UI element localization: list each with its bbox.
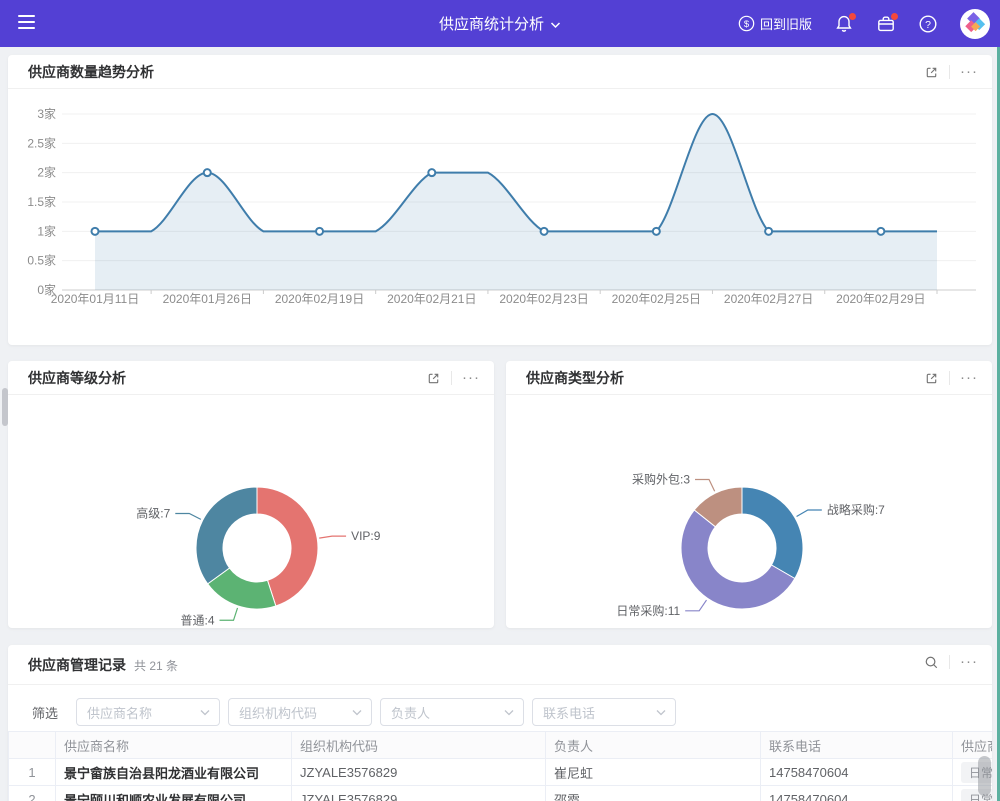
divider [949,371,950,385]
table-header-cell: 负责人 [545,731,761,759]
right-edge-strip [997,47,1000,801]
more-menu-icon[interactable]: ··· [462,369,480,386]
svg-text:2.5家: 2.5家 [27,135,56,150]
records-card: 供应商管理记录共 21 条 ··· 筛选 供应商名称 组织机构代码 负责人 联系… [8,645,992,801]
svg-text:战略采购:7: 战略采购:7 [827,502,885,517]
records-card-title: 供应商管理记录共 21 条 [28,657,179,673]
table-cell: 14758470604 [760,785,953,801]
page-title: 供应商统计分析 [438,16,544,33]
more-menu-icon[interactable]: ··· [960,369,978,386]
svg-text:2020年02月19日: 2020年02月19日 [275,292,364,306]
chevron-down-icon [200,710,210,716]
table-header-cell: 组织机构代码 [291,731,546,759]
table-cell: 景宁畲族自治县阳龙酒业有限公司 [55,758,292,786]
level-analysis-card: 供应商等级分析 ··· VIP:9 普通:4 高级:7 [8,361,494,628]
filter-bar: 筛选 供应商名称 组织机构代码 负责人 联系电话 [8,693,992,731]
trend-card-title: 供应商数量趋势分析 [28,64,154,80]
page-title-dropdown[interactable]: 供应商统计分析 [0,13,1000,34]
trend-line-chart[interactable]: 0家 0.5家 1家 1.5家 2家 2.5家 3家 2020年01月11日 2020年01月2… [8,89,992,345]
filter-phone-select[interactable]: 联系电话 [532,698,677,726]
filter-label: 筛选 [32,705,59,721]
table-cell: 2 [8,785,56,801]
open-external-icon[interactable] [924,371,939,386]
workbench-badge [891,12,898,20]
type-analysis-card: 供应商类型分析 ··· 战略采购:7 日常采购:11 采购外包:3 [506,361,992,628]
svg-text:2020年01月26日: 2020年01月26日 [163,292,252,306]
table-cell: 1 [8,758,56,786]
svg-text:采购外包:3: 采购外包:3 [632,472,690,487]
svg-text:$: $ [744,19,750,30]
svg-text:日常采购:11: 日常采购:11 [616,603,680,618]
notifications-bell-icon[interactable] [834,12,856,34]
svg-text:2020年02月27日: 2020年02月27日 [724,292,813,306]
level-donut-chart[interactable]: VIP:9 普通:4 高级:7 [8,396,494,628]
record-count: 共 21 条 [134,659,179,673]
chevron-down-icon [352,710,362,716]
table-row[interactable]: 2 景宁颐川和顺农业发展有限公司 JZYALE3576829 邵霞 1475847060… [8,785,992,801]
table-cell: 景宁颐川和顺农业发展有限公司 [55,785,292,801]
type-card-title: 供应商类型分析 [526,370,624,386]
page-scrollbar-thumb[interactable] [2,388,8,426]
chevron-down-icon [656,710,666,716]
trend-analysis-card: 供应商数量趋势分析 ··· 0家 0.5家 1家 1.5家 2家 2.5家 3家 2020年0… [8,55,992,345]
filter-org-code-select[interactable]: 组织机构代码 [228,698,373,726]
avatar[interactable] [960,8,990,39]
svg-text:2020年02月25日: 2020年02月25日 [612,292,701,306]
more-menu-icon[interactable]: ··· [960,63,978,80]
svg-text:2020年02月29日: 2020年02月29日 [836,292,925,306]
divider [949,655,950,669]
menu-icon[interactable] [18,15,35,29]
coin-icon: $ [738,15,755,32]
table-header-cell [8,731,56,759]
divider [451,371,452,385]
svg-text:VIP:9: VIP:9 [351,529,381,543]
table-cell: JZYALE3576829 [291,758,546,786]
table-header-cell: 供应商名称 [55,731,292,759]
svg-text:高级:7: 高级:7 [136,505,170,520]
level-card-title: 供应商等级分析 [28,370,126,386]
filter-owner-select[interactable]: 负责人 [380,698,525,726]
notification-badge [849,12,856,20]
table-cell: 14758470604 [760,758,953,786]
table-header-cell: 供应商 [952,731,992,759]
divider [949,65,950,79]
table-scrollbar-thumb[interactable] [978,756,991,796]
svg-text:0家: 0家 [37,282,56,297]
help-icon[interactable]: ? [918,14,938,34]
table-row[interactable]: 1 景宁畲族自治县阳龙酒业有限公司 JZYALE3576829 崔尼虹 14758470… [8,758,992,786]
table-cell: 邵霞 [545,785,761,801]
svg-text:1家: 1家 [37,223,56,238]
svg-text:2020年02月21日: 2020年02月21日 [387,292,476,306]
table-cell: 崔尼虹 [545,758,761,786]
svg-text:0.5家: 0.5家 [27,253,56,268]
chevron-down-icon [504,710,514,716]
svg-text:2家: 2家 [37,165,56,180]
table-header-cell: 联系电话 [760,731,953,759]
open-external-icon[interactable] [924,65,939,80]
svg-text:2020年01月11日: 2020年01月11日 [51,292,140,306]
svg-text:1.5家: 1.5家 [27,194,56,209]
svg-text:2020年02月23日: 2020年02月23日 [499,292,588,306]
table-cell: JZYALE3576829 [291,785,546,801]
type-donut-chart[interactable]: 战略采购:7 日常采购:11 采购外包:3 [506,396,992,628]
back-to-old-version-label: 回到旧版 [759,17,812,32]
workbench-briefcase-icon[interactable] [876,12,898,34]
svg-text:3家: 3家 [37,106,56,121]
top-bar: 供应商统计分析 $ 回到旧版 ? [0,0,1000,47]
open-external-icon[interactable] [426,371,441,386]
svg-text:普通:4: 普通:4 [180,613,214,627]
filter-supplier-name-select[interactable]: 供应商名称 [76,698,221,726]
svg-text:?: ? [925,19,931,31]
chevron-down-icon [550,22,561,29]
more-menu-icon[interactable]: ··· [960,653,978,670]
search-icon[interactable] [924,655,939,670]
back-to-old-version-button[interactable]: $ 回到旧版 [738,14,812,33]
